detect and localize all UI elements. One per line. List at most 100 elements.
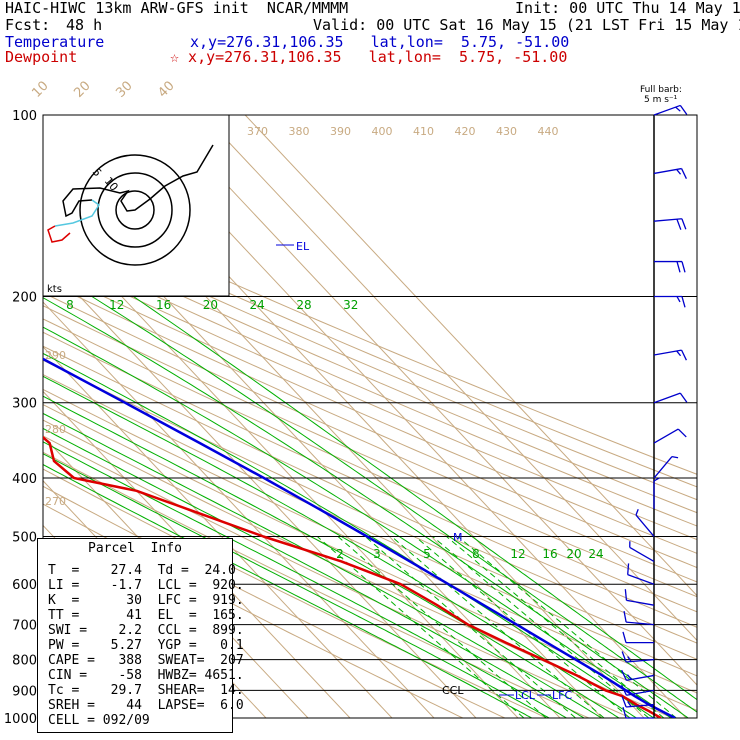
mixing-ratio-line — [457, 536, 678, 718]
wind-barb — [635, 514, 655, 537]
hodograph-ring — [97, 172, 173, 248]
mixing-level-label: M — [453, 531, 463, 544]
wind-barb-flag — [680, 349, 687, 361]
forecast-hour: 48 h — [66, 16, 103, 34]
wind-barb-flag — [621, 669, 628, 681]
parcel-info-title: Parcel Info — [88, 541, 182, 556]
moist-adiabat-label: 24 — [250, 298, 265, 312]
hodograph-ring — [79, 154, 191, 266]
hodograph-trace-upper — [62, 144, 214, 218]
isotherm-line — [43, 256, 477, 718]
wind-barb — [653, 392, 681, 404]
parcel-info-row: Tc = 29.7 SHEAR= 14. — [48, 683, 244, 698]
parcel-info-row: CIN = -58 HWBZ= 4651. — [48, 668, 244, 683]
dry-adiabat-line — [43, 242, 697, 527]
dry-adiabat-label: 420 — [455, 125, 476, 138]
isotherm-line — [202, 115, 697, 642]
wind-barb — [653, 104, 681, 116]
dry-adiabat-line — [43, 468, 548, 718]
barb-key-units: 5 m s⁻¹ — [644, 95, 678, 105]
dry-adiabat-label: 430 — [496, 125, 517, 138]
moist-adiabat-line — [43, 412, 603, 718]
pressure-label: 300 — [12, 397, 37, 412]
pressure-label: 100 — [12, 109, 37, 124]
wind-barb-flag — [626, 674, 632, 680]
mixing-ratio-label: 24 — [588, 547, 603, 561]
moist-adiabat-line — [91, 296, 697, 713]
moist-adiabat-line — [43, 453, 551, 718]
moist-adiabat-line — [43, 441, 568, 718]
wind-barb-flag — [676, 261, 681, 273]
dry-adiabat-line — [43, 231, 697, 514]
wind-barb — [653, 428, 679, 444]
isotherm-label: 0 — [0, 84, 4, 100]
wind-barb-flag — [627, 656, 632, 662]
wind-barb-flag — [624, 589, 628, 601]
parcel-info-row: SWI = 2.2 CCL = 899. — [48, 623, 244, 638]
dry-adiabat-line — [43, 219, 697, 501]
mixing-ratio-line — [337, 536, 547, 718]
hodograph-ring — [115, 190, 155, 230]
moist-adiabat-line — [43, 427, 586, 718]
wind-barb-flag — [621, 651, 627, 663]
ccl-label: CCL — [442, 684, 464, 697]
dry-adiabat-line — [43, 267, 697, 554]
init-time: Init: 00 UTC Thu 14 May 15 — [515, 0, 740, 17]
mixing-ratio-label: 3 — [373, 547, 381, 561]
el-label: EL — [296, 240, 310, 253]
wind-barb-flag — [627, 563, 630, 575]
dry-adiabat-line — [43, 292, 697, 583]
wind-barb-flag — [680, 168, 687, 179]
wind-barb — [627, 574, 655, 585]
isotherm-label: 30 — [113, 79, 135, 101]
wind-barb-flag — [621, 684, 628, 696]
hodograph-trace-mid — [54, 199, 101, 227]
mixing-ratio-label: 5 — [423, 547, 431, 561]
dry-adiabat-line — [43, 435, 633, 718]
moist-adiabat-label: 32 — [343, 298, 358, 312]
barb-key-title: Full barb: — [640, 85, 682, 95]
moist-adiabat-line — [43, 463, 533, 718]
dry-adiabat-label: 280 — [45, 423, 66, 436]
dry-adiabat-label: 410 — [413, 125, 434, 138]
dry-adiabat-line — [43, 279, 697, 569]
mixing-ratio-line — [364, 536, 577, 718]
pressure-label: 800 — [12, 654, 37, 669]
mixing-ratio-label: 8 — [472, 547, 480, 561]
wind-barb-flag — [676, 169, 682, 175]
parcel-info-row: CAPE = 388 SWEAT= 207 — [48, 653, 244, 668]
dry-adiabat-line — [43, 419, 675, 718]
wind-barb-flag — [681, 261, 686, 273]
parcel-info-row: LI = -1.7 LCL = 920. — [48, 578, 244, 593]
pressure-label: 400 — [12, 472, 37, 487]
hodograph-units: kts — [47, 284, 62, 295]
wind-barb — [626, 621, 655, 626]
dry-adiabat-label: 400 — [372, 125, 393, 138]
wind-barb-flag — [676, 296, 681, 303]
dry-adiabat-line — [43, 305, 697, 598]
dry-adiabat-label: 370 — [247, 125, 268, 138]
wind-barb-flag — [681, 296, 686, 308]
wind-barb-flag — [622, 631, 627, 643]
hodograph-trace-low — [47, 225, 71, 243]
mixing-ratio-label: 2 — [336, 547, 344, 561]
mixing-ratio-line — [414, 536, 631, 718]
mixing-ratio-label: 20 — [566, 547, 581, 561]
wind-barb-flag — [676, 218, 682, 230]
isotherm-label: 20 — [71, 79, 93, 101]
pressure-label: 600 — [12, 578, 37, 593]
wind-barb-flag — [627, 701, 632, 707]
wind-barb-flag — [676, 350, 682, 357]
pressure-label: 500 — [12, 530, 37, 545]
dewpoint-trace — [43, 435, 662, 718]
dry-adiabat-line — [43, 318, 697, 613]
wind-barb-flag — [653, 477, 660, 482]
pressure-label: 1000 — [4, 712, 37, 727]
wind-barb-flag — [626, 689, 632, 695]
moist-adiabat-line — [133, 296, 697, 701]
lfc-label: LFC — [552, 689, 572, 702]
hodograph-panel — [42, 114, 230, 297]
temperature-legend: Temperature — [5, 33, 105, 51]
pressure-label: 900 — [12, 684, 37, 699]
parcel-info-row: K = 30 LFC = 919. — [48, 593, 244, 608]
